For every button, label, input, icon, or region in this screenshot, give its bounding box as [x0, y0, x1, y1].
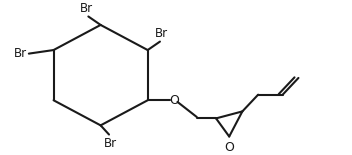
Text: Br: Br [155, 27, 168, 40]
Text: Br: Br [14, 47, 27, 60]
Text: O: O [224, 141, 234, 154]
Text: Br: Br [80, 2, 93, 15]
Text: Br: Br [104, 137, 117, 150]
Text: O: O [169, 94, 179, 107]
